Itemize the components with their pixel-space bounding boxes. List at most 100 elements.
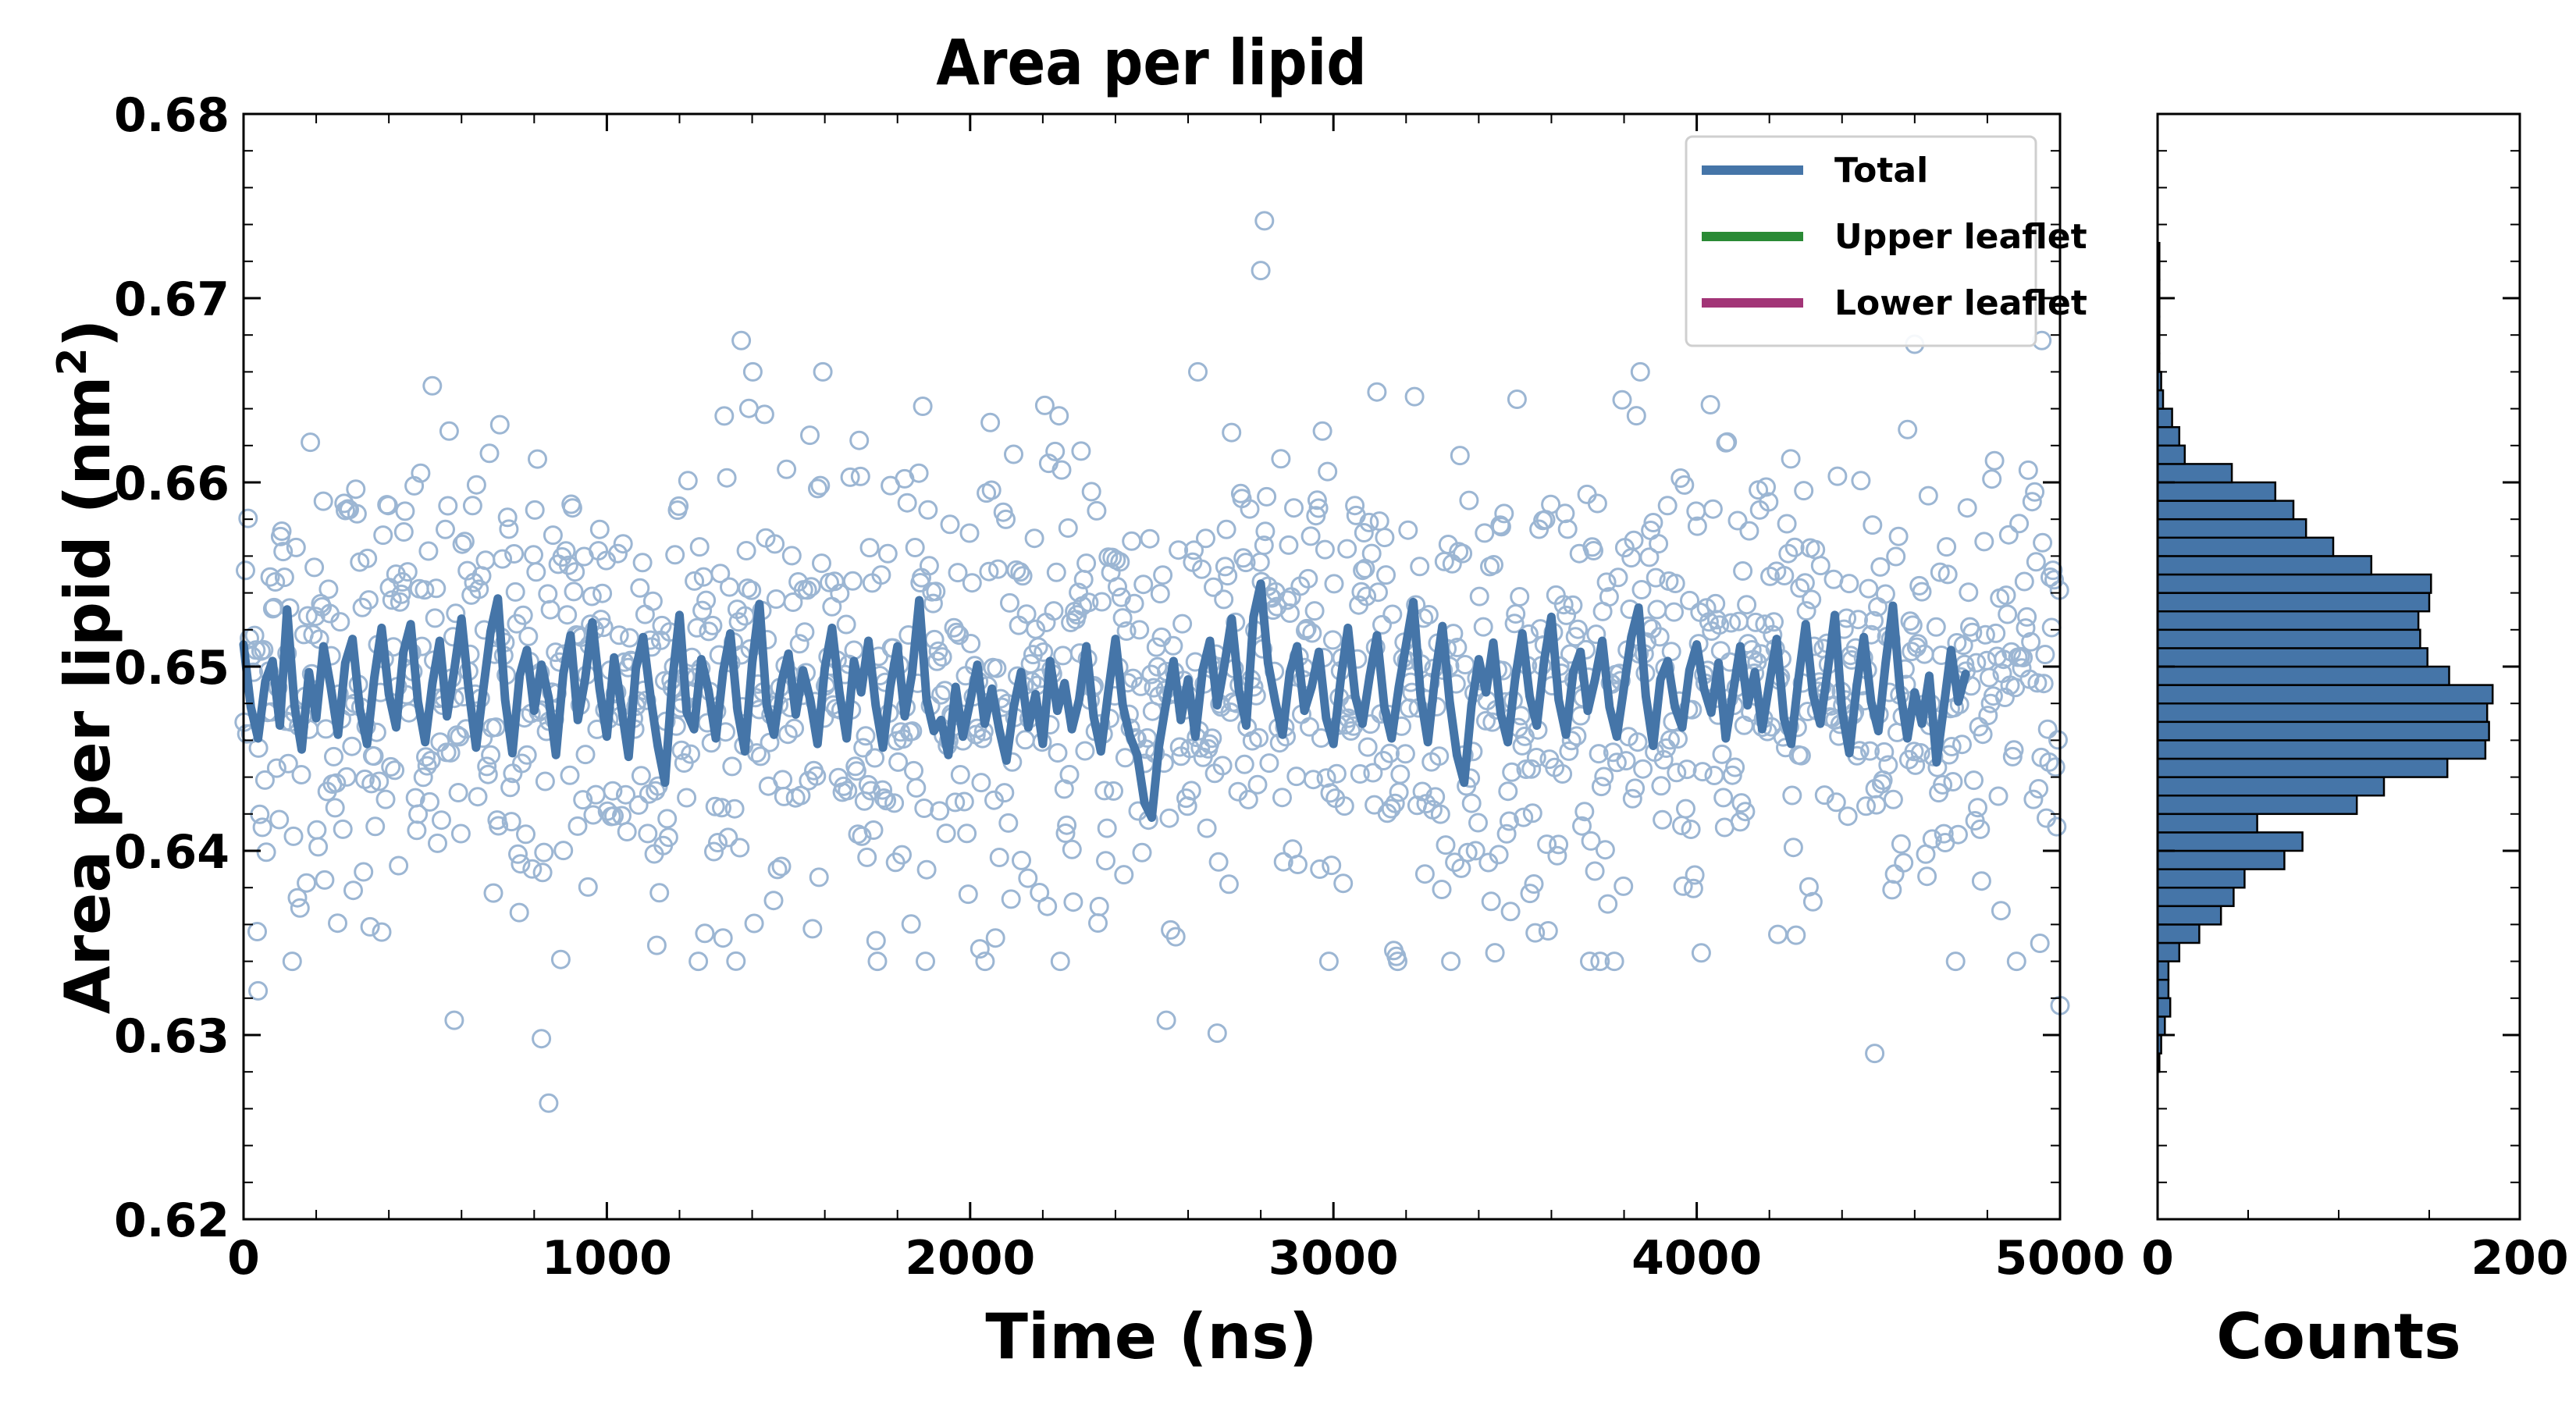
- scatter-point: [919, 556, 939, 576]
- scatter-point: [1982, 469, 2002, 489]
- scatter-point: [265, 572, 286, 592]
- scatter-point: [1315, 539, 1335, 560]
- scatter-point: [1089, 896, 1109, 916]
- scatter-point: [1553, 764, 1573, 784]
- scatter-point: [708, 833, 728, 852]
- scatter-point: [736, 541, 756, 560]
- scatter-point: [608, 543, 628, 564]
- scatter-point: [1918, 486, 1938, 506]
- y-tick-label: 0.63: [114, 1009, 229, 1064]
- scatter-point: [1115, 748, 1135, 768]
- scatter-point: [981, 480, 1002, 500]
- scatter-point: [959, 523, 980, 543]
- scatter-point: [1367, 382, 1387, 402]
- scatter-point: [325, 798, 345, 818]
- scatter-point: [393, 572, 413, 592]
- scatter-point: [1425, 787, 1446, 807]
- scatter-point: [1731, 793, 1752, 813]
- scatter-point: [1957, 498, 1977, 518]
- scatter-point: [395, 501, 415, 521]
- scatter-point: [688, 951, 709, 972]
- scatter-point: [865, 748, 885, 768]
- scatter-point: [1333, 873, 1354, 894]
- scatter-point: [508, 844, 528, 864]
- scatter-point: [1507, 389, 1527, 409]
- scatter-point: [1856, 796, 1876, 816]
- scatter-point: [397, 562, 418, 582]
- scatter-point: [797, 580, 817, 600]
- scatter-point: [408, 804, 429, 824]
- scatter-point: [1088, 913, 1108, 933]
- scatter-point: [1357, 737, 1378, 757]
- scatter-point: [996, 509, 1016, 529]
- scatter-point: [1555, 503, 1575, 524]
- scatter-point: [1361, 543, 1382, 564]
- scatter-point: [1116, 621, 1137, 641]
- scatter-point: [1092, 592, 1112, 612]
- scatter-point: [1561, 731, 1582, 751]
- scatter-point: [1680, 590, 1699, 610]
- scatter-point: [1450, 446, 1470, 466]
- scatter-point: [927, 651, 947, 671]
- scatter-point: [301, 432, 321, 453]
- scatter-point: [1208, 852, 1229, 872]
- scatter-point: [1110, 552, 1130, 572]
- scatter-point: [422, 375, 443, 396]
- scatter-point: [2033, 532, 2053, 553]
- scatter-point: [1875, 584, 1895, 604]
- scatter-point: [575, 745, 596, 765]
- scatter-point: [1626, 406, 1646, 426]
- scatter-point: [730, 838, 750, 858]
- scatter-point: [589, 519, 610, 539]
- scatter-point: [987, 658, 1007, 678]
- scatter-point: [1646, 567, 1666, 588]
- scatter-point: [1606, 752, 1627, 773]
- scatter-point: [313, 491, 333, 511]
- scatter-point: [846, 761, 866, 781]
- scatter-point: [669, 496, 689, 516]
- scatter-point: [1159, 808, 1179, 828]
- scatter-point: [478, 764, 498, 784]
- histogram-bar: [2156, 555, 2373, 576]
- scatter-point: [411, 463, 431, 483]
- scatter-point: [1271, 449, 1291, 469]
- scatter-point: [500, 777, 521, 798]
- scatter-point: [1930, 562, 1950, 582]
- scatter-point: [1410, 557, 1430, 577]
- scatter-point: [1549, 834, 1569, 855]
- scatter-point: [859, 538, 880, 558]
- scatter-point: [558, 555, 578, 575]
- scatter-point: [1526, 748, 1546, 767]
- scatter-point: [2030, 934, 2050, 953]
- histogram-bar: [2156, 997, 2172, 1018]
- scatter-point: [1591, 777, 1611, 797]
- scatter-point: [342, 736, 362, 756]
- scatter-point: [266, 758, 286, 778]
- scatter-point: [1151, 627, 1172, 647]
- scatter-point: [283, 826, 304, 846]
- scatter-point: [1510, 587, 1530, 606]
- scatter-point: [2037, 719, 2058, 739]
- hist-xtick-0: 0: [2141, 1231, 2174, 1286]
- scatter-point: [1163, 635, 1183, 656]
- scatter-point: [642, 591, 663, 611]
- scatter-point: [375, 789, 396, 809]
- scatter-point: [1499, 811, 1519, 831]
- scatter-point: [1318, 951, 1339, 972]
- scatter-point: [1596, 572, 1617, 592]
- scatter-point: [2002, 746, 2023, 767]
- scatter-point: [501, 812, 521, 832]
- scatter-point: [1647, 599, 1667, 620]
- scatter-point: [1633, 759, 1653, 779]
- scatter-point: [773, 770, 793, 790]
- scatter-point: [735, 606, 755, 626]
- scatter-point: [649, 883, 670, 903]
- histogram-bar: [2156, 776, 2386, 797]
- scatter-point: [1190, 738, 1211, 758]
- scatter-point: [948, 563, 968, 583]
- scatter-point: [892, 845, 912, 865]
- scatter-point: [2016, 618, 2036, 638]
- scatter-point: [1255, 521, 1276, 542]
- scatter-point: [994, 783, 1015, 803]
- scatter-point: [347, 503, 367, 524]
